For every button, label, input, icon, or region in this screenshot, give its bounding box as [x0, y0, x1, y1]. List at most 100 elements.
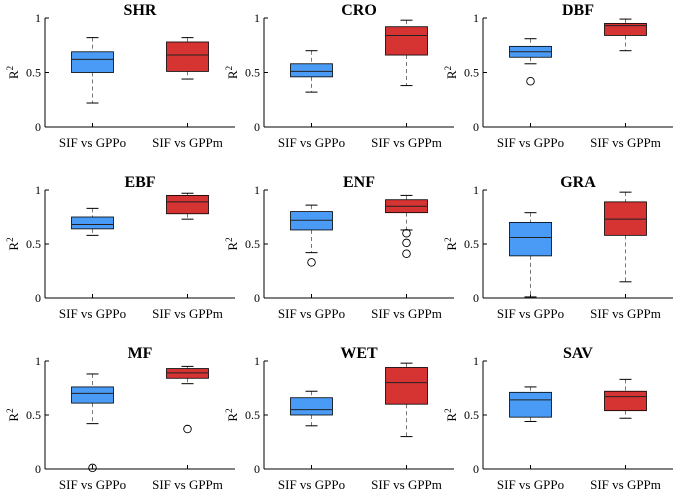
panel-7-x-category-label: SIF vs GPPo [59, 477, 126, 489]
panel-6-y-tick-label: 1 [473, 183, 479, 197]
panel-1-y-tick-label: 0 [35, 120, 41, 134]
panel-7-y-axis-label-base: R [6, 413, 21, 422]
panel-2-box [385, 26, 428, 56]
panel-5-y-tick-label: 0.5 [245, 237, 260, 251]
panel-6-y-tick-label: 0.5 [464, 237, 479, 251]
panel-4-y-tick-label: 1 [35, 183, 41, 197]
panel-8-y-axis-label-base: R [225, 413, 240, 422]
panel-7-box [71, 386, 114, 404]
panel-6-y-axis-label-base: R [444, 242, 459, 251]
panel-6-box [604, 201, 647, 236]
panel-9-x-category-label: SIF vs GPPo [497, 477, 564, 489]
panel-8-y-tick-label: 1 [254, 354, 260, 368]
panel-8-box [385, 367, 428, 405]
panel-4-y-tick-label: 0 [35, 291, 41, 305]
panel-7-y-tick-label: 1 [35, 354, 41, 368]
panel-6-title: GRA [560, 174, 596, 191]
panel-1-title: SHR [124, 2, 157, 19]
panel-5-outlier-point [307, 258, 316, 267]
panel-9-y-tick-label: 0 [473, 462, 479, 476]
panel-7-y-tick-label: 0.5 [26, 408, 41, 422]
panel-9-y-axis-label-superscript: 2 [443, 408, 453, 413]
panel-3-title: DBF [562, 2, 594, 19]
panel-6-x-category-label: SIF vs GPPm [590, 306, 661, 321]
panel-9-box [509, 391, 552, 418]
panel-2-y-tick-label: 0 [254, 120, 260, 134]
panel-2-y-tick-label: 1 [254, 11, 260, 25]
panel-5-box [290, 211, 333, 231]
panel-9-y-tick-label: 1 [473, 354, 479, 368]
panel-2-y-tick-label: 0.5 [245, 66, 260, 80]
panel-6-y-axis-label: R2 [443, 237, 459, 250]
panel-5-x-category-label: SIF vs GPPo [278, 306, 345, 321]
panel-4-box [166, 194, 209, 215]
panel-5-y-tick-label: 0 [254, 291, 260, 305]
panel-1-y-tick-label: 0.5 [26, 66, 41, 80]
panel-8-y-axis-label: R2 [224, 408, 240, 421]
panel-6-x-category-label: SIF vs GPPo [497, 306, 564, 321]
panel-1-y-axis-label-base: R [6, 70, 21, 79]
panel-3-x-category-label: SIF vs GPPm [590, 135, 661, 150]
panel-4-box [71, 216, 114, 230]
panel-4-y-axis-label-base: R [6, 242, 21, 251]
panel-1-box [71, 51, 114, 73]
panel-2-x-category-label: SIF vs GPPo [278, 135, 345, 150]
panel-5-outlier-point [402, 228, 411, 238]
panel-8-title: WET [340, 345, 378, 362]
panel-1-y-tick-label: 1 [35, 11, 41, 25]
panel-5-y-tick-label: 1 [254, 183, 260, 197]
panel-5-x-category-label: SIF vs GPPm [371, 306, 442, 321]
panel-7-title: MF [128, 345, 153, 362]
panel-3-y-tick-label: 1 [473, 11, 479, 25]
panel-2-box [290, 63, 333, 78]
panel-8-x-category-label: SIF vs GPPm [371, 477, 442, 489]
panel-3-y-axis-label: R2 [443, 66, 459, 79]
panel-3-y-axis-label-base: R [444, 70, 459, 79]
panel-7-outlier-point [88, 463, 97, 473]
panel-5-y-axis-label-base: R [225, 242, 240, 251]
panel-9-title: SAV [563, 345, 593, 362]
panel-7-outlier-point [183, 424, 192, 434]
panel-8-y-axis-label-superscript: 2 [224, 408, 234, 413]
panel-1-x-category-label: SIF vs GPPo [59, 135, 126, 150]
panel-1-y-axis-label: R2 [5, 66, 21, 79]
panel-5-y-axis-label-superscript: 2 [224, 237, 234, 242]
panel-2-y-axis-label-base: R [225, 70, 240, 79]
panel-4-y-tick-label: 0.5 [26, 237, 41, 251]
panel-4-y-axis-label: R2 [5, 237, 21, 250]
panel-3-x-category-label: SIF vs GPPo [497, 135, 564, 150]
panel-2-title: CRO [341, 2, 377, 19]
panel-9-y-tick-label: 0.5 [464, 408, 479, 422]
panel-9-y-axis-label: R2 [443, 408, 459, 421]
panel-3-outlier-point [526, 76, 535, 86]
panel-7-y-tick-label: 0 [35, 462, 41, 476]
panel-5-title: ENF [343, 174, 375, 191]
panel-8-x-category-label: SIF vs GPPo [278, 477, 345, 489]
panel-2-x-category-label: SIF vs GPPm [371, 135, 442, 150]
panel-1-box [166, 41, 209, 72]
panel-4-x-category-label: SIF vs GPPm [152, 306, 223, 321]
panel-5-y-axis-label: R2 [224, 237, 240, 250]
panel-1-x-category-label: SIF vs GPPm [152, 135, 223, 150]
panel-4-x-category-label: SIF vs GPPo [59, 306, 126, 321]
panel-2-y-axis-label-superscript: 2 [224, 66, 234, 71]
panel-8-box [290, 397, 333, 416]
panel-6-y-axis-label-superscript: 2 [443, 237, 453, 242]
panel-4-title: EBF [124, 174, 155, 191]
panel-2-y-axis-label: R2 [224, 66, 240, 79]
panel-8-y-tick-label: 0 [254, 462, 260, 476]
panel-3-y-tick-label: 0.5 [464, 66, 479, 80]
panel-5-outlier-point [402, 238, 411, 248]
panel-9-box [604, 390, 647, 412]
panel-5-outlier-point [402, 249, 411, 258]
panel-3-y-axis-label-superscript: 2 [443, 66, 453, 71]
panel-9-x-category-label: SIF vs GPPm [590, 477, 661, 489]
panel-1-y-axis-label-superscript: 2 [5, 66, 15, 71]
panel-7-x-category-label: SIF vs GPPm [152, 477, 223, 489]
panel-8-y-tick-label: 0.5 [245, 408, 260, 422]
panel-4-y-axis-label-superscript: 2 [5, 237, 15, 242]
panel-9-y-axis-label-base: R [444, 413, 459, 422]
panel-7-box [166, 368, 209, 379]
panel-3-y-tick-label: 0 [473, 120, 479, 134]
